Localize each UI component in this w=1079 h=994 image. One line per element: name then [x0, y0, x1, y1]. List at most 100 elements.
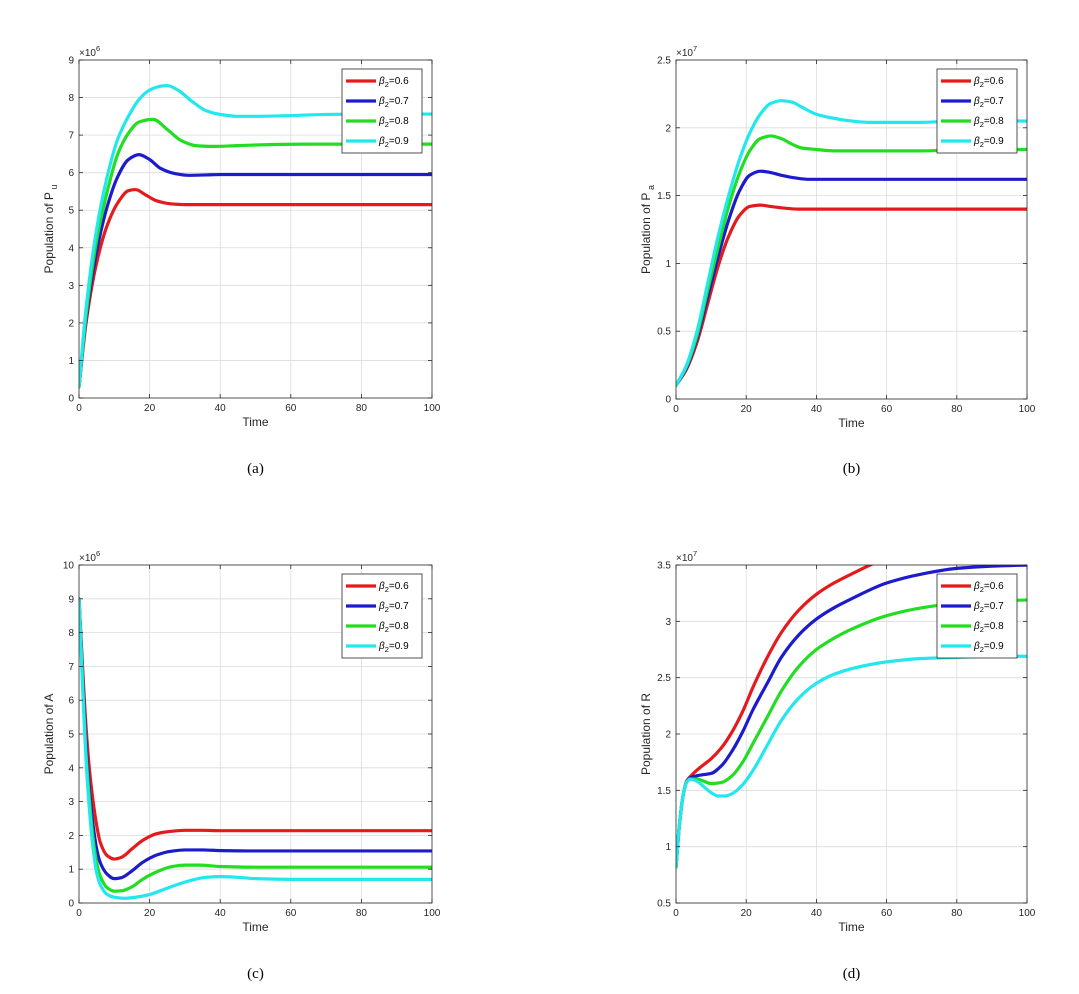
axis-multiplier: ×106	[79, 44, 100, 59]
x-tick-label: 0	[76, 403, 82, 414]
x-tick-label: 80	[951, 908, 963, 919]
y-tick-label: 0	[68, 394, 74, 405]
x-tick-label: 40	[811, 404, 823, 415]
x-tick-label: 0	[673, 908, 679, 919]
series-line-4	[79, 83, 432, 389]
y-tick-label: 7	[68, 662, 74, 673]
panel-caption: (c)	[247, 966, 264, 982]
x-tick-label: 100	[424, 908, 441, 919]
panel-a: 0 20 40 60 80 100 0 1 2 3 4 5 6 7 8 9 ×106 Time Population…	[42, 44, 441, 477]
y-tick-label: 1	[665, 842, 671, 853]
legend-label: β2=0.9	[378, 136, 409, 149]
panel-d: 0 20 40 60 80 100 0.5 1 1.5 2 2.5 3 3.5 ×107 Time Popul…	[639, 549, 1036, 982]
x-axis-label: Time	[242, 415, 269, 429]
x-tick-label: 20	[741, 404, 753, 415]
x-tick-label: 100	[1019, 404, 1036, 415]
y-tick-label: 6	[68, 168, 74, 179]
legend-box	[341, 573, 423, 659]
series-line-3	[79, 117, 432, 389]
legend-label: β2=0.6	[378, 76, 409, 89]
panel-caption: (d)	[843, 966, 861, 982]
y-axis-label: Population of R	[639, 693, 653, 775]
x-tick-label: 100	[424, 403, 441, 414]
axis-multiplier: ×106	[79, 549, 100, 564]
x-tick-label: 80	[951, 404, 963, 415]
y-tick-label: 8	[68, 93, 74, 104]
panel-b: 0 20 40 60 80 100 0 0.5 1 1.5 2 2.5 ×107 Time Populati…	[639, 44, 1036, 477]
y-tick-label: 0	[68, 899, 74, 910]
axes-frame	[78, 59, 433, 399]
y-tick-label: 3	[68, 281, 74, 292]
legend-box	[936, 573, 1018, 659]
y-tick-label: 0	[665, 395, 671, 406]
legend-label: β2=0.7	[973, 96, 1004, 109]
y-tick-label: 4	[68, 243, 74, 254]
y-tick-label: 1.5	[657, 786, 671, 797]
x-tick-label: 100	[1019, 908, 1036, 919]
legend-box	[341, 68, 423, 154]
x-tick-label: 40	[215, 403, 227, 414]
legend-label: β2=0.7	[378, 601, 409, 614]
x-tick-label: 40	[215, 908, 227, 919]
y-axis-label: Population of P a	[639, 185, 656, 274]
panel-caption: (a)	[247, 461, 264, 477]
legend-label: β2=0.6	[973, 581, 1004, 594]
y-tick-label: 4	[68, 763, 74, 774]
y-axis-label: Population of P u	[42, 185, 59, 274]
legend: β2=0.6 β2=0.7 β2=0.8 β2=0.9	[936, 573, 1018, 659]
series-line-4	[676, 654, 1027, 869]
series-line-1	[79, 187, 432, 389]
x-tick-label: 0	[673, 404, 679, 415]
y-tick-label: 3	[68, 797, 74, 808]
y-tick-label: 0.5	[657, 327, 671, 338]
x-tick-label: 60	[881, 404, 893, 415]
legend: β2=0.6 β2=0.7 β2=0.8 β2=0.9	[936, 68, 1018, 154]
x-tick-label: 40	[811, 908, 823, 919]
y-tick-label: 2.5	[657, 56, 671, 67]
series-line-4	[676, 99, 1027, 388]
y-tick-label: 1	[68, 865, 74, 876]
y-tick-label: 10	[63, 561, 75, 572]
legend: β2=0.6 β2=0.7 β2=0.8 β2=0.9	[341, 68, 423, 154]
legend-label: β2=0.9	[973, 136, 1004, 149]
x-tick-label: 0	[76, 908, 82, 919]
panel-caption: (b)	[843, 461, 861, 477]
y-tick-label: 0.5	[657, 899, 671, 910]
legend-box	[936, 68, 1018, 154]
y-tick-label: 2	[665, 123, 671, 134]
x-axis-label: Time	[838, 416, 865, 430]
x-tick-label: 20	[144, 403, 156, 414]
legend-label: β2=0.8	[973, 621, 1004, 634]
x-tick-label: 80	[356, 403, 368, 414]
axis-multiplier: ×107	[676, 549, 697, 564]
x-axis-label: Time	[838, 920, 865, 934]
x-tick-label: 60	[285, 403, 297, 414]
y-tick-label: 2.5	[657, 673, 671, 684]
series-line-1	[79, 597, 432, 861]
y-tick-label: 5	[68, 730, 74, 741]
y-tick-label: 9	[68, 594, 74, 605]
x-tick-label: 20	[741, 908, 753, 919]
y-tick-label: 7	[68, 131, 74, 142]
y-axis-label: Population of A	[42, 694, 56, 775]
y-tick-label: 6	[68, 696, 74, 707]
legend-label: β2=0.6	[973, 76, 1004, 89]
series-group	[79, 83, 432, 389]
legend-label: β2=0.8	[378, 116, 409, 129]
x-tick-label: 60	[881, 908, 893, 919]
legend-label: β2=0.8	[378, 621, 409, 634]
y-tick-label: 1	[665, 259, 671, 270]
y-tick-label: 9	[68, 56, 74, 67]
legend-label: β2=0.6	[378, 581, 409, 594]
legend-label: β2=0.8	[973, 116, 1004, 129]
y-tick-label: 1	[68, 356, 74, 367]
legend: β2=0.6 β2=0.7 β2=0.8 β2=0.9	[341, 573, 423, 659]
series-group	[676, 565, 1027, 869]
series-group	[676, 99, 1027, 388]
y-tick-label: 1.5	[657, 191, 671, 202]
y-tick-label: 3.5	[657, 561, 671, 572]
series-line-4	[79, 597, 432, 900]
y-tick-label: 8	[68, 628, 74, 639]
series-group	[79, 597, 432, 900]
